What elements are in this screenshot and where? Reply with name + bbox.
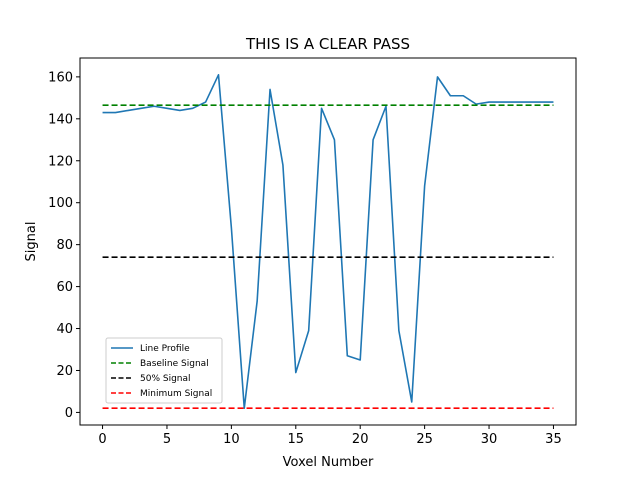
x-tick-label: 20 [352, 432, 369, 447]
y-tick-label: 140 [48, 112, 73, 127]
y-tick-label: 160 [48, 70, 73, 85]
x-tick-label: 5 [163, 432, 171, 447]
x-tick-label: 0 [98, 432, 106, 447]
y-tick-label: 80 [56, 238, 73, 253]
plot-frame [79, 57, 577, 426]
y-axis-label: Signal [24, 222, 39, 262]
series-line-0 [102, 73, 554, 410]
y-tick-label: 120 [48, 154, 73, 169]
x-tick-label: 35 [545, 432, 562, 447]
legend-box [105, 337, 223, 404]
y-tick-label: 40 [56, 322, 73, 337]
x-tick-label: 10 [223, 432, 240, 447]
y-axis: 0 20 40 60 80 100 120 140 160 [48, 70, 80, 421]
legend-label-1: Baseline Signal [140, 359, 209, 369]
x-tick-label: 30 [481, 432, 498, 447]
chart-title: THIS IS A CLEAR PASS [245, 35, 410, 53]
legend-label-2: 50% Signal [140, 374, 191, 384]
y-tick-label: 60 [56, 280, 73, 295]
legend-label-0: Line Profile [140, 344, 190, 354]
legend-label-3: Minimum Signal [140, 389, 212, 399]
legend: Line Profile Baseline Signal 50% Signal Min… [105, 337, 223, 404]
y-tick-label: 0 [65, 406, 73, 421]
x-tick-label: 15 [288, 432, 305, 447]
plot-lines [102, 73, 554, 410]
x-tick-label: 25 [416, 432, 433, 447]
x-axis-label: Voxel Number [283, 455, 374, 470]
y-tick-label: 100 [48, 196, 73, 211]
x-axis: 0 5 10 15 20 25 30 35 [98, 425, 562, 447]
y-tick-label: 20 [56, 364, 73, 379]
